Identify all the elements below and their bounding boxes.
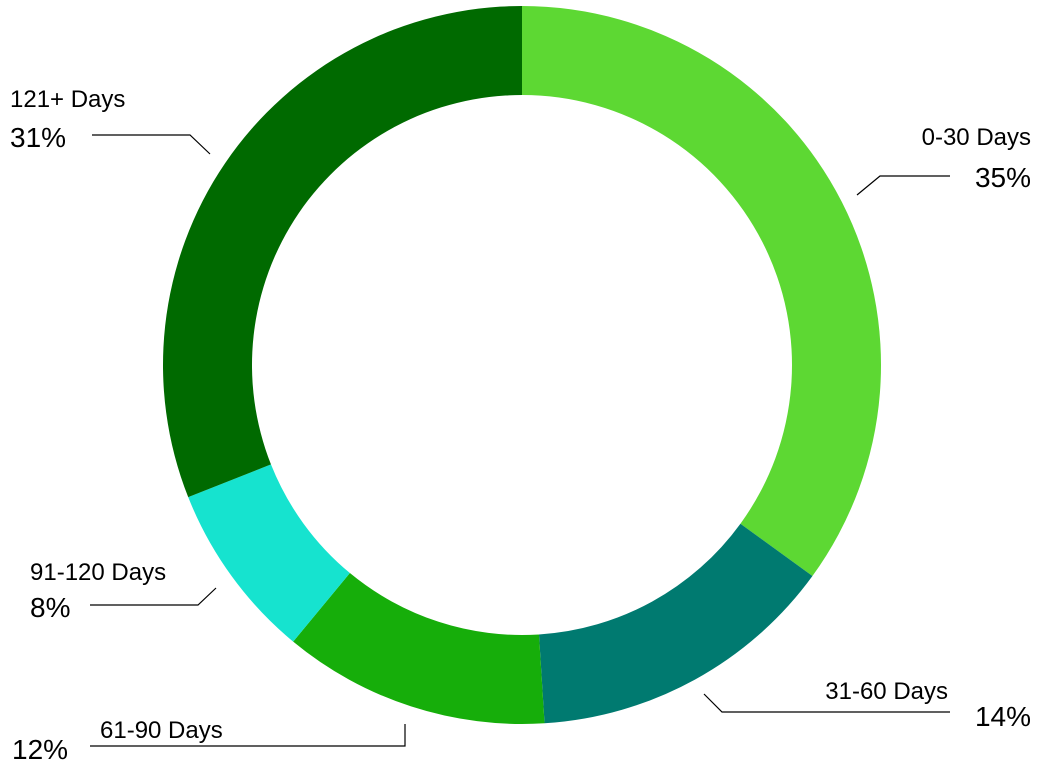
slice-121-plus-days (163, 6, 523, 498)
slice-label-121-plus-days: 121+ Days (10, 86, 125, 113)
leader-line-121-plus-days (92, 134, 211, 155)
slice-label-61-90-days: 61-90 Days (100, 717, 223, 744)
donut-slices (163, 6, 881, 724)
slice-label-0-30-days: 0-30 Days (922, 124, 1031, 151)
slice-value-121-plus-days: 31% (10, 122, 66, 153)
slice-value-0-30-days: 35% (975, 162, 1031, 193)
slice-31-60-days (538, 523, 813, 724)
slice-label-31-60-days: 31-60 Days (825, 678, 948, 705)
slice-61-90-days (293, 573, 545, 724)
slice-value-61-90-days: 12% (12, 734, 68, 765)
slice-91-120-days (188, 464, 350, 642)
slice-0-30-days (522, 6, 881, 577)
slice-label-91-120-days: 91-120 Days (30, 559, 166, 586)
slice-labels: 0-30 Days 35% 31-60 Days 14% 61-90 Days … (10, 86, 1031, 765)
slice-value-31-60-days: 14% (975, 701, 1031, 732)
leader-line-61-90-days (90, 724, 406, 747)
leader-line-0-30-days (856, 175, 950, 196)
leader-line-91-120-days (90, 587, 217, 606)
slice-value-91-120-days: 8% (30, 592, 70, 623)
leader-line-31-60-days (703, 693, 950, 713)
